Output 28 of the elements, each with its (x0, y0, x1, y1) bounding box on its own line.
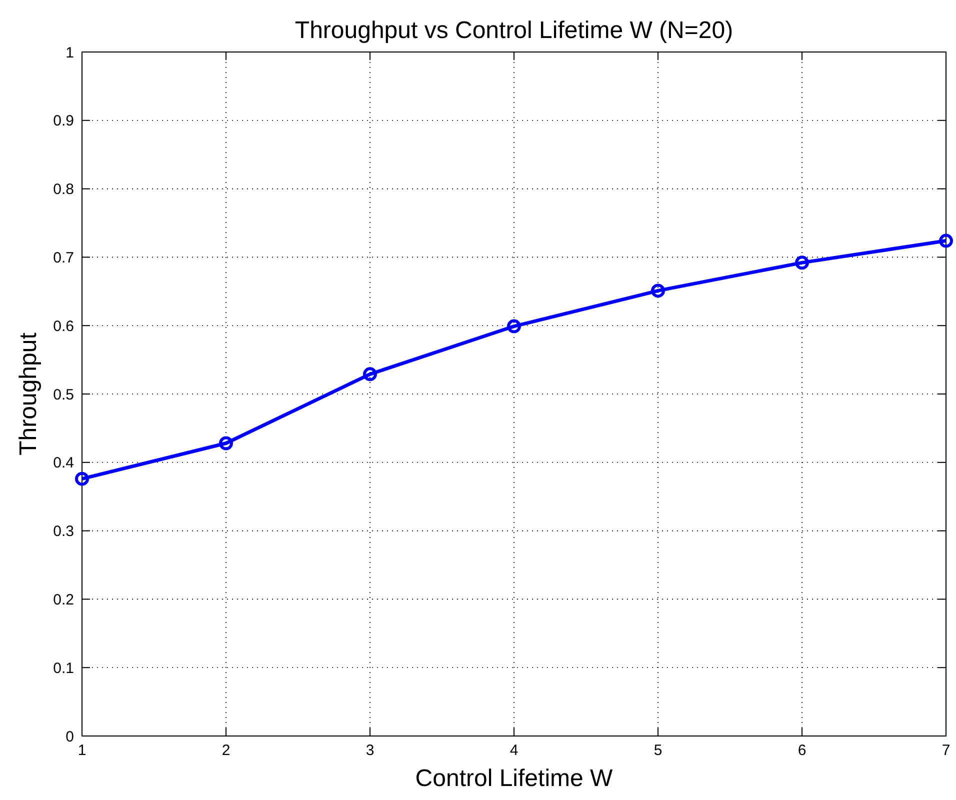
y-tick-label: 0.4 (53, 454, 74, 472)
y-tick-label: 0.2 (53, 591, 74, 608)
point (75, 472, 89, 486)
point (507, 319, 521, 334)
y-tick-label: 1 (66, 44, 74, 62)
y-tick-label: 0.6 (53, 318, 74, 335)
point (939, 234, 953, 248)
point (651, 284, 665, 298)
x-tick-label: 5 (654, 742, 662, 759)
chart-title: Throughput vs Control Lifetime W (N=20) (294, 17, 734, 44)
y-tick-label: 0 (66, 728, 74, 746)
y-axis-title: Throughput (15, 332, 42, 456)
point (219, 436, 233, 450)
x-axis-title: Control Lifetime W (415, 765, 614, 792)
y-tick-label: 0.5 (53, 386, 74, 404)
x-tick-label: 1 (78, 742, 86, 759)
x-tick-label: 7 (942, 742, 950, 759)
x-tick-label: 4 (510, 742, 518, 759)
x-tick-label: 2 (222, 742, 230, 759)
y-tick-label: 0.3 (53, 523, 74, 540)
y-tick-label: 0.1 (53, 660, 74, 677)
x-tick-label: 6 (798, 742, 806, 759)
y-tick-label: 0.8 (53, 181, 74, 198)
point (795, 256, 809, 270)
y-tick-label: 0.7 (53, 249, 74, 266)
point (363, 367, 377, 382)
y-tick-label: 0.9 (53, 112, 74, 130)
x-tick-label: 3 (366, 742, 374, 759)
